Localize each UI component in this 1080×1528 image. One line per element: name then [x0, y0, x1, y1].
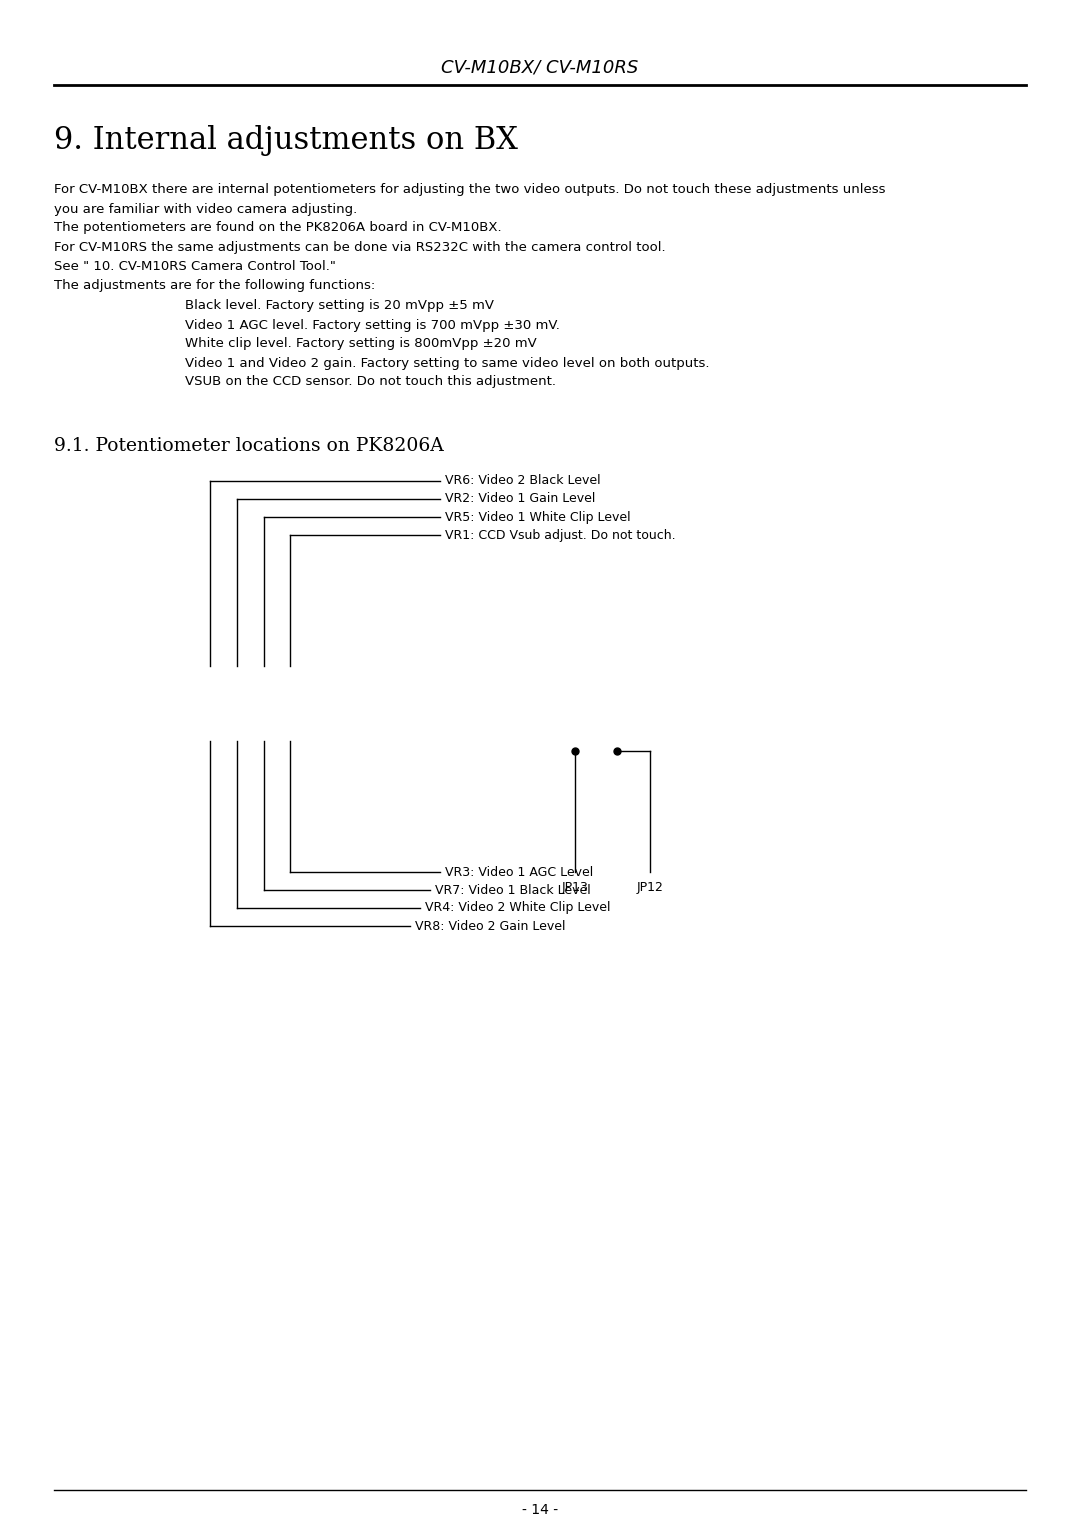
Text: White clip level. Factory setting is 800mVpp ±20 mV: White clip level. Factory setting is 800… [185, 338, 537, 350]
Text: VR4: Video 2 White Clip Level: VR4: Video 2 White Clip Level [426, 902, 610, 914]
Text: 9.1. Potentiometer locations on PK8206A: 9.1. Potentiometer locations on PK8206A [54, 437, 444, 455]
Text: Video 1 AGC level. Factory setting is 700 mVpp ±30 mV.: Video 1 AGC level. Factory setting is 70… [185, 318, 559, 332]
Text: you are familiar with video camera adjusting.: you are familiar with video camera adjus… [54, 203, 357, 215]
Text: VR5: Video 1 White Clip Level: VR5: Video 1 White Clip Level [445, 510, 631, 524]
Text: VSUB on the CCD sensor. Do not touch this adjustment.: VSUB on the CCD sensor. Do not touch thi… [185, 376, 556, 388]
Text: For CV-M10BX there are internal potentiometers for adjusting the two video outpu: For CV-M10BX there are internal potentio… [54, 183, 886, 197]
Text: JP12: JP12 [636, 880, 663, 894]
Text: CV-M10BX/ CV-M10RS: CV-M10BX/ CV-M10RS [442, 60, 638, 76]
Text: The potentiometers are found on the PK8206A board in CV-M10BX.: The potentiometers are found on the PK82… [54, 222, 501, 234]
Text: VR8: Video 2 Gain Level: VR8: Video 2 Gain Level [415, 920, 566, 932]
Text: 9. Internal adjustments on BX: 9. Internal adjustments on BX [54, 124, 518, 156]
Text: Video 1 and Video 2 gain. Factory setting to same video level on both outputs.: Video 1 and Video 2 gain. Factory settin… [185, 356, 710, 370]
Text: Black level. Factory setting is 20 mVpp ±5 mV: Black level. Factory setting is 20 mVpp … [185, 299, 494, 313]
Text: VR7: Video 1 Black Level: VR7: Video 1 Black Level [435, 883, 591, 897]
Text: See " 10. CV-M10RS Camera Control Tool.": See " 10. CV-M10RS Camera Control Tool." [54, 260, 336, 272]
Text: For CV-M10RS the same adjustments can be done via RS232C with the camera control: For CV-M10RS the same adjustments can be… [54, 240, 665, 254]
Text: The adjustments are for the following functions:: The adjustments are for the following fu… [54, 278, 375, 292]
Text: JP13: JP13 [562, 880, 589, 894]
Text: VR3: Video 1 AGC Level: VR3: Video 1 AGC Level [445, 865, 593, 879]
Text: VR2: Video 1 Gain Level: VR2: Video 1 Gain Level [445, 492, 595, 506]
Text: - 14 -: - 14 - [522, 1504, 558, 1517]
Text: VR6: Video 2 Black Level: VR6: Video 2 Black Level [445, 475, 600, 487]
Text: VR1: CCD Vsub adjust. Do not touch.: VR1: CCD Vsub adjust. Do not touch. [445, 529, 676, 541]
